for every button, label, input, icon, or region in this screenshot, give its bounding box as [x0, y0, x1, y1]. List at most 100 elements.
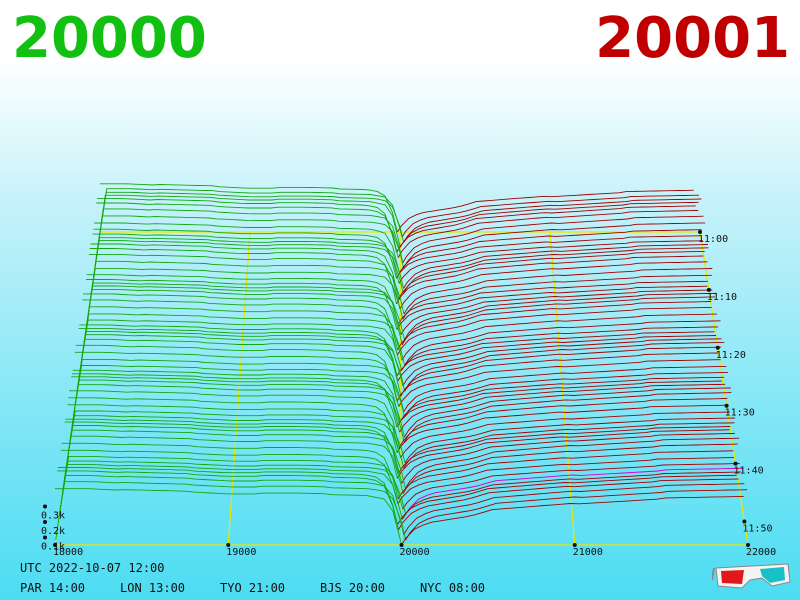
3d-glasses-icon[interactable]: [712, 560, 792, 592]
city-time-bjs: BJS 20:00: [320, 581, 386, 595]
ask-depth-line: [396, 306, 712, 356]
bid-depth-line: [82, 299, 398, 356]
bid-depth-line: [73, 358, 405, 412]
ask-depth-line: [404, 417, 736, 464]
bid-depth-line: [79, 319, 402, 371]
ask-depth-line: [403, 392, 732, 443]
bid-depth-line: [66, 410, 406, 464]
ask-depth-line: [397, 280, 708, 325]
bid-depth-line: [57, 470, 399, 530]
bid-depth-line: [79, 324, 398, 376]
time-tick-label: 11:50: [742, 524, 772, 535]
bid-depth-line: [100, 183, 398, 233]
ask-price: 20001: [595, 6, 790, 71]
bid-depth-line: [95, 208, 404, 263]
bid-depth-line: [74, 351, 400, 407]
time-tick-mark: [706, 287, 711, 292]
bid-depth-line: [65, 415, 405, 469]
x-tick-label: 20000: [400, 547, 430, 558]
bid-depth-line: [71, 376, 401, 433]
ask-depth-line: [401, 433, 735, 484]
bid-depth-line: [72, 365, 405, 417]
ask-depth-line: [400, 411, 731, 459]
bid-depth-line: [90, 240, 404, 294]
bid-depth-line: [93, 228, 397, 279]
bid-depth-line: [68, 397, 398, 453]
bid-depth-line: [84, 285, 405, 340]
ask-depth-line: [402, 215, 704, 264]
bid-depth-line: [58, 467, 399, 525]
bid-depth-line: [67, 404, 402, 458]
bid-depth-line: [97, 198, 397, 253]
time-tick-mark: [698, 230, 702, 234]
bid-depth-line: [61, 442, 399, 499]
ask-depth-line: [401, 471, 741, 520]
bid-depth-line: [94, 215, 404, 268]
city-time-tyo: TYO 21:00: [220, 581, 286, 595]
ask-depth-line: [401, 495, 744, 546]
y-tick-mark: [43, 520, 47, 524]
city-time-lon: LON 13:00: [120, 581, 186, 595]
time-tick-mark: [733, 461, 738, 466]
ask-depth-line: [403, 222, 706, 269]
city-time-nyc: NYC 08:00: [420, 581, 486, 595]
floor-gridline: [399, 231, 403, 546]
x-tick-mark: [399, 543, 404, 547]
ask-depth-line: [396, 331, 715, 376]
bid-depth-line: [62, 429, 406, 489]
bid-depth-line: [96, 202, 399, 258]
ask-depth-line: [403, 483, 745, 535]
x-tick-label: 18000: [53, 547, 83, 558]
x-tick-label: 22000: [746, 547, 776, 558]
bid-price: 20000: [12, 6, 207, 71]
ask-depth-line: [399, 376, 725, 423]
bid-depth-line: [63, 425, 403, 484]
bid-depth-line: [88, 253, 401, 310]
y-tick-mark: [43, 535, 47, 540]
y-tick-label: 0.3k: [41, 511, 65, 522]
bid-depth-line: [65, 418, 400, 474]
bid-depth-line: [91, 237, 404, 289]
bid-depth-line: [83, 293, 398, 351]
ask-depth-line: [397, 457, 734, 505]
bid-depth-line: [90, 243, 400, 299]
floor-gridline: [549, 231, 576, 546]
ask-depth-line: [404, 371, 728, 417]
time-tick-label: 11:20: [716, 350, 746, 361]
ask-depth-line: [399, 229, 702, 274]
ask-depth-line: [402, 338, 722, 387]
ask-depth-line: [398, 240, 703, 284]
ask-depth-line: [397, 450, 734, 500]
ask-depth-line: [398, 250, 705, 299]
ask-depth-line: [396, 235, 700, 279]
bid-depth-line: [87, 260, 405, 315]
x-tick-mark: [572, 543, 577, 547]
bid-depth-line: [84, 282, 402, 335]
ask-depth-line: [396, 404, 726, 453]
time-tick-label: 11:40: [734, 466, 764, 477]
time-tick-mark: [742, 519, 747, 524]
ask-depth-line: [404, 320, 721, 366]
bid-depth-line: [92, 233, 400, 284]
bid-depth-line: [75, 344, 398, 402]
y-tick-label: 0.2k: [41, 526, 65, 537]
ask-depth-line: [398, 426, 731, 474]
ask-depth-line: [404, 387, 731, 438]
bid-depth-line: [86, 274, 399, 325]
ask-depth-line: [400, 289, 713, 335]
ask-depth-line: [401, 313, 718, 361]
bid-depth-line: [86, 279, 398, 330]
ask-depth-line: [403, 422, 735, 469]
ask-depth-line: [401, 296, 716, 346]
bid-depth-line: [72, 369, 401, 423]
bid-depth-line: [70, 379, 405, 438]
time-tick-label: 11:00: [698, 234, 728, 245]
x-tick-label: 19000: [226, 547, 256, 558]
bid-depth-line: [78, 327, 399, 381]
ask-depth-line: [397, 335, 717, 382]
bid-depth-line: [81, 306, 403, 361]
ask-depth-line: [400, 346, 722, 397]
x-tick-label: 21000: [573, 547, 603, 558]
bid-depth-line: [60, 449, 399, 505]
bid-depth-line: [76, 334, 406, 392]
